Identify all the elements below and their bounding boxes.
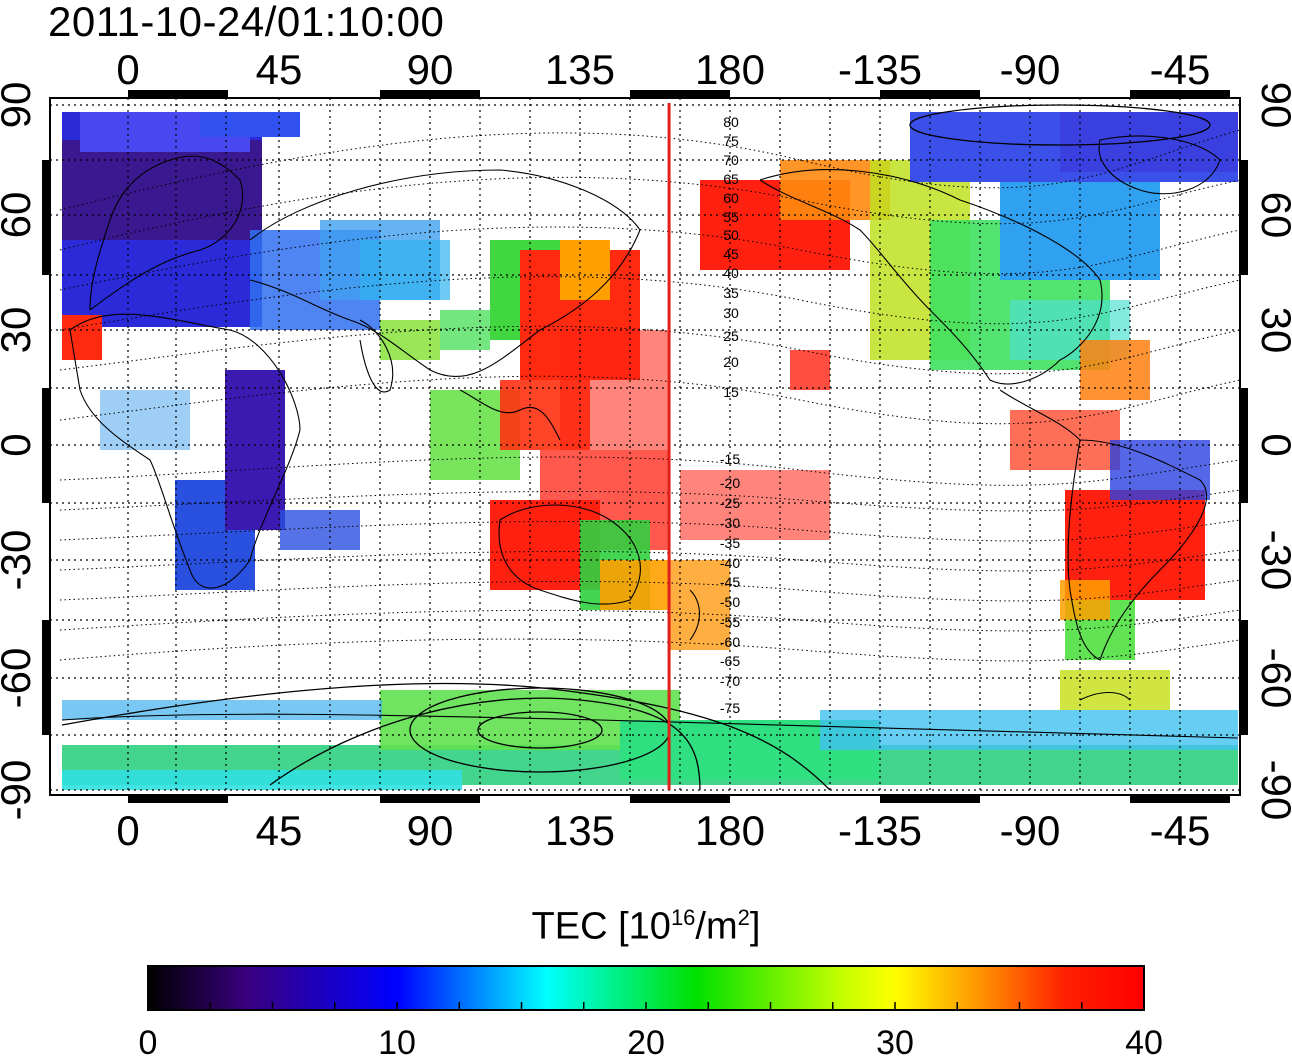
contour-label: 65 (723, 171, 739, 187)
contour-label: -70 (720, 673, 740, 689)
bottom-lon-tick-label: -135 (838, 807, 922, 854)
colorbar-title: TEC [1016/m2] (0, 905, 1292, 949)
colorbar-tick-label: 30 (876, 1024, 914, 1057)
contour-label: 30 (723, 305, 739, 321)
bottom-lon-tick-label: -45 (1150, 807, 1211, 854)
left-lat-tick-label: -30 (0, 530, 39, 591)
contour-label: -15 (720, 451, 740, 467)
magnetic-contours (59, 129, 1240, 662)
bottom-longitude-ticks: 0 45 90 135 180 -135 -90 -45 (116, 807, 1210, 854)
bottom-lon-tick-label: 45 (256, 807, 303, 854)
left-lat-tick-label: 90 (0, 82, 39, 129)
colorbar-tick-label: 40 (1125, 1024, 1163, 1057)
contour-label: -40 (720, 555, 740, 571)
top-lon-tick-label: 45 (256, 46, 303, 93)
right-lat-tick-label: -60 (1253, 648, 1292, 709)
right-latitude-ticks: 90 60 30 0 -30 -60 -90 (1253, 82, 1292, 821)
right-lat-tick-label: -90 (1253, 760, 1292, 821)
colorbar-title-mid: /m (695, 905, 738, 948)
contour-label: -65 (720, 653, 740, 669)
top-lon-tick-label: 90 (407, 46, 454, 93)
right-lat-tick-label: 90 (1253, 82, 1292, 129)
right-lat-tick-label: 0 (1253, 433, 1292, 456)
contour-label: 80 (723, 114, 739, 130)
left-lat-tick-label: -60 (0, 648, 39, 709)
contour-label: -55 (720, 614, 740, 630)
contour-label: -35 (720, 535, 740, 551)
graticule (50, 98, 1240, 795)
top-lon-tick-label: -90 (1000, 46, 1061, 93)
map-title: 2011-10-24/01:10:00 (48, 0, 445, 45)
bottom-lon-tick-label: 90 (407, 807, 454, 854)
contour-label: 70 (723, 152, 739, 168)
contour-label: -50 (720, 594, 740, 610)
contour-labels: 80 75 70 65 60 55 50 45 40 35 30 25 20 15 -15 -20 -25 -30… (720, 114, 740, 716)
colorbar-tick-labels: 0 10 20 30 40 (139, 1024, 1163, 1057)
left-lat-tick-label: 30 (0, 307, 39, 354)
contour-label: -20 (720, 475, 740, 491)
colorbar-title-suffix: ] (749, 905, 761, 948)
left-lat-tick-label: -90 (0, 760, 39, 821)
contour-label: 45 (723, 246, 739, 262)
right-lat-tick-label: -30 (1253, 530, 1292, 591)
contour-label: 20 (723, 354, 739, 370)
colorbar-minor-ticks (147, 1002, 1145, 1010)
contour-label: 15 (723, 384, 739, 400)
left-lat-tick-label: 60 (0, 192, 39, 239)
colorbar-tick-label: 20 (627, 1024, 665, 1057)
top-longitude-ticks: 0 45 90 135 180 -135 -90 -45 (116, 46, 1210, 93)
bottom-lon-tick-label: 0 (116, 807, 139, 854)
colorbar-title-exp2: 2 (737, 905, 750, 930)
contour-label: 75 (723, 133, 739, 149)
bottom-lon-tick-label: 180 (695, 807, 765, 854)
contour-label: -60 (720, 634, 740, 650)
top-lon-tick-label: 135 (545, 46, 615, 93)
bottom-lon-tick-label: -90 (1000, 807, 1061, 854)
colorbar-tick-label: 10 (378, 1024, 416, 1057)
contour-label: 25 (723, 328, 739, 344)
contour-label: -75 (720, 700, 740, 716)
right-lat-tick-label: 60 (1253, 192, 1292, 239)
bottom-lon-tick-label: 135 (545, 807, 615, 854)
left-latitude-ticks: 90 60 30 0 -30 -60 -90 (0, 82, 39, 821)
top-lon-tick-label: -45 (1150, 46, 1211, 93)
left-lat-tick-label: 0 (0, 433, 39, 456)
colorbar-title-exp1: 16 (670, 905, 696, 930)
contour-label: -45 (720, 574, 740, 590)
contour-label: 50 (723, 227, 739, 243)
colorbar-title-prefix: TEC [10 (531, 905, 671, 948)
colorbar-tick-label: 0 (139, 1024, 158, 1057)
contour-label: 60 (723, 190, 739, 206)
frame-tick-bars (42, 90, 1248, 803)
contour-label: -25 (720, 495, 740, 511)
contour-label: 55 (723, 209, 739, 225)
top-lon-tick-label: -135 (838, 46, 922, 93)
top-lon-tick-label: 0 (116, 46, 139, 93)
right-lat-tick-label: 30 (1253, 307, 1292, 354)
top-lon-tick-label: 180 (695, 46, 765, 93)
contour-label: 35 (723, 285, 739, 301)
tec-data-field (62, 112, 1238, 790)
contour-label: -30 (720, 515, 740, 531)
contour-label: 40 (723, 265, 739, 281)
